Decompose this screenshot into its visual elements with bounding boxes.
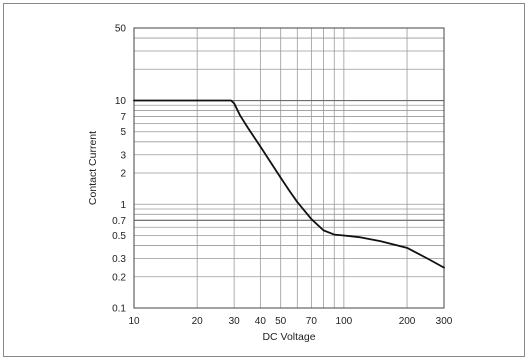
series-line: [133, 99, 445, 269]
y-tick-label: 0.7: [112, 216, 126, 227]
y-tick-labels: 0.1 0.2 0.3 0.5 0.7 1 2 3 5 7 10 50: [112, 24, 126, 315]
grid: [133, 27, 445, 309]
x-tick-label: 200: [399, 316, 416, 327]
x-tick-label: 10: [128, 316, 140, 327]
x-axis-title: DC Voltage: [262, 331, 315, 343]
y-tick-label: 0.2: [112, 272, 126, 283]
y-tick-label: 0.3: [112, 254, 126, 265]
curve-layer: [133, 99, 445, 269]
plot-border: [133, 27, 445, 309]
x-tick-label: 30: [229, 316, 241, 327]
y-tick-label: 0.1: [112, 304, 126, 315]
y-tick-label: 2: [120, 169, 126, 180]
y-tick-label: 1: [120, 200, 126, 211]
y-tick-label: 3: [120, 150, 126, 161]
x-tick-label: 70: [306, 316, 318, 327]
y-tick-label: 7: [120, 112, 126, 123]
x-tick-label: 100: [336, 316, 353, 327]
y-tick-label: 10: [115, 96, 127, 107]
x-tick-labels: 10 20 30 40 50 70 100 200 300: [128, 316, 452, 327]
x-tick-label: 300: [436, 316, 453, 327]
y-tick-label: 50: [115, 24, 127, 35]
x-tick-label: 40: [255, 316, 267, 327]
x-tick-label: 50: [275, 316, 287, 327]
x-tick-label: 20: [192, 316, 204, 327]
y-axis-title: Contact Current: [87, 131, 99, 205]
y-tick-label: 5: [120, 127, 126, 138]
y-tick-label: 0.5: [112, 231, 126, 242]
chart-frame: [3, 3, 525, 357]
